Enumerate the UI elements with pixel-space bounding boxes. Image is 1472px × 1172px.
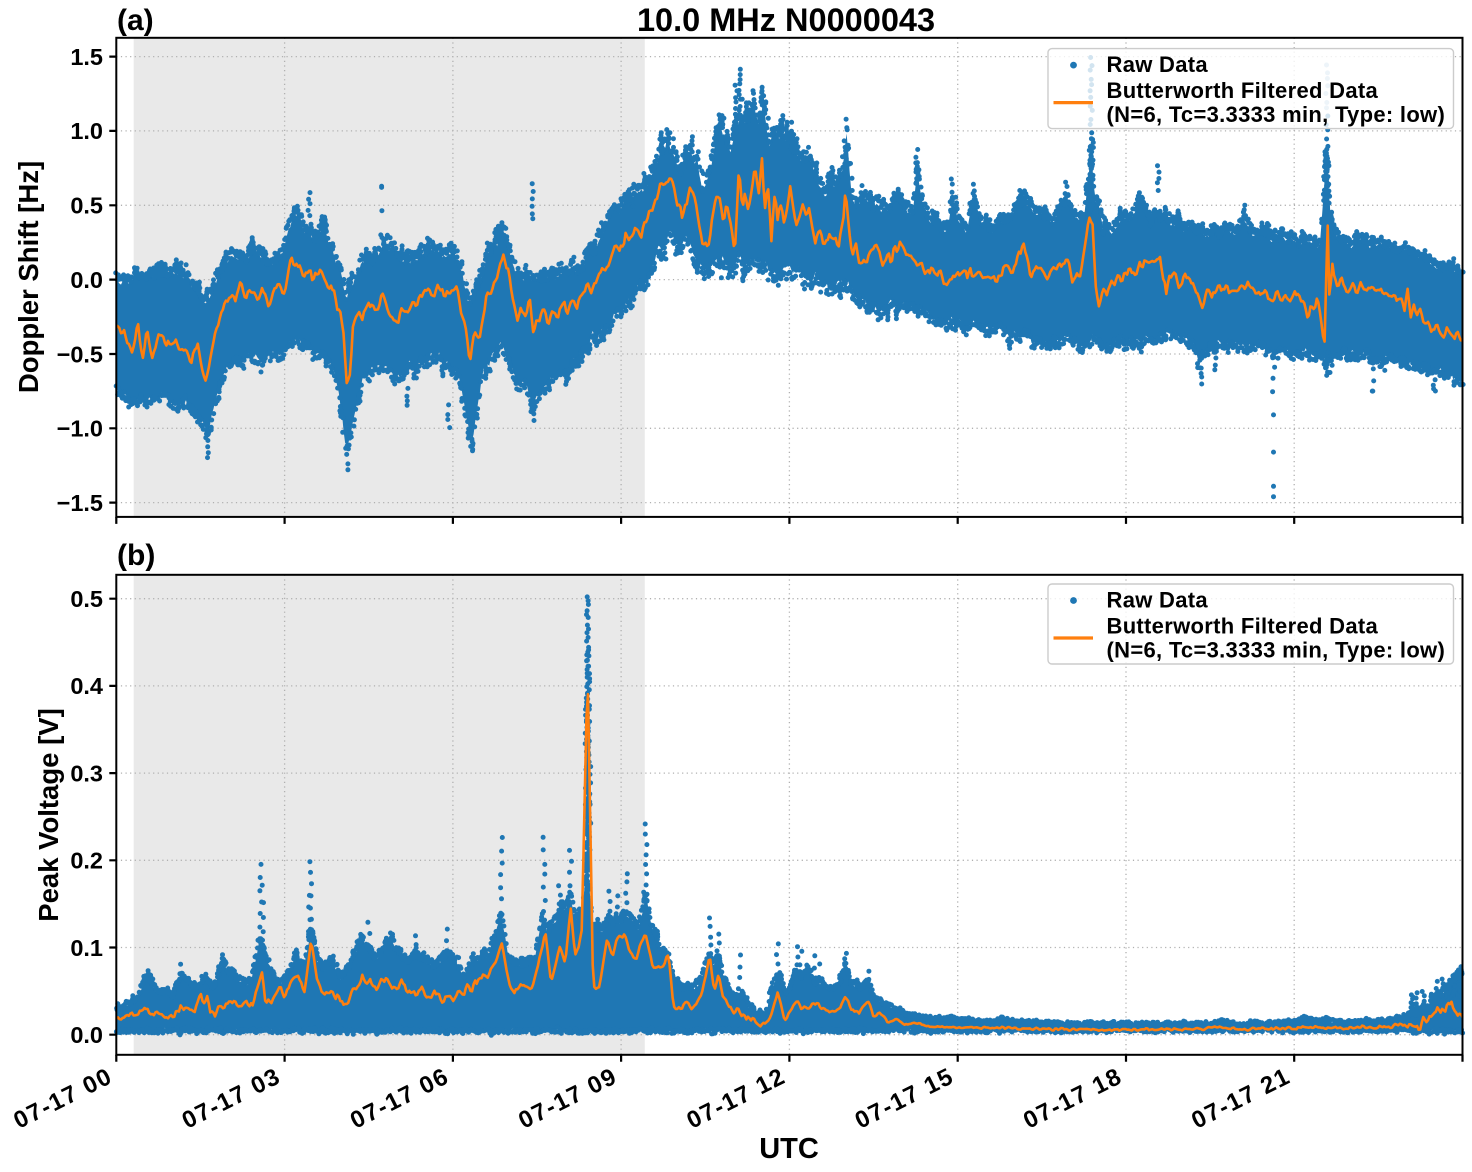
svg-text:(N=6, Tc=3.3333 min, Type: low: (N=6, Tc=3.3333 min, Type: low) (1107, 638, 1446, 663)
svg-text:1.0: 1.0 (70, 118, 103, 144)
svg-text:(b): (b) (117, 539, 155, 572)
svg-text:Doppler Shift [Hz]: Doppler Shift [Hz] (13, 161, 44, 393)
svg-text:−1.5: −1.5 (57, 490, 103, 516)
svg-text:0.5: 0.5 (70, 193, 103, 219)
svg-text:10.0 MHz N0000043: 10.0 MHz N0000043 (637, 2, 935, 38)
svg-text:(N=6, Tc=3.3333 min, Type: low: (N=6, Tc=3.3333 min, Type: low) (1107, 102, 1446, 127)
svg-text:Butterworth Filtered Data: Butterworth Filtered Data (1107, 614, 1379, 639)
svg-text:0.4: 0.4 (70, 673, 103, 699)
svg-text:0.0: 0.0 (70, 267, 103, 293)
svg-text:−0.5: −0.5 (57, 341, 103, 367)
svg-text:(a): (a) (117, 4, 154, 37)
svg-text:−1.0: −1.0 (57, 416, 103, 442)
svg-text:1.5: 1.5 (70, 44, 103, 70)
svg-text:Butterworth Filtered Data: Butterworth Filtered Data (1107, 78, 1379, 103)
svg-text:0.3: 0.3 (70, 760, 103, 786)
svg-text:UTC: UTC (759, 1133, 819, 1165)
svg-text:0.2: 0.2 (70, 848, 103, 874)
svg-text:Raw Data: Raw Data (1107, 588, 1209, 613)
svg-text:0.1: 0.1 (70, 935, 103, 961)
svg-text:0.0: 0.0 (70, 1022, 103, 1048)
svg-text:Raw Data: Raw Data (1107, 52, 1209, 77)
svg-text:Peak Voltage [V]: Peak Voltage [V] (33, 708, 64, 921)
svg-text:0.5: 0.5 (70, 586, 103, 612)
